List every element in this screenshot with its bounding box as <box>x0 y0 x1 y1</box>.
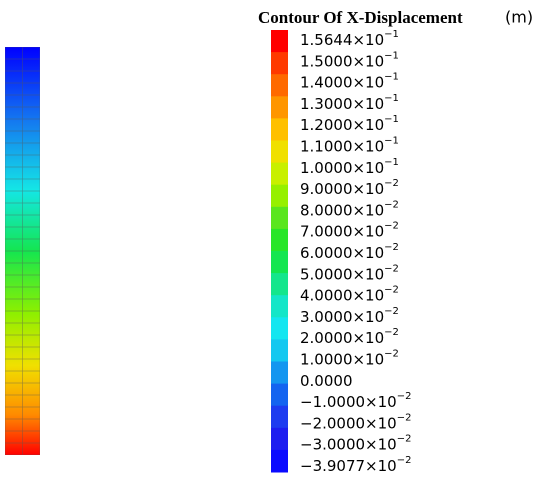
label-text: 7.0000×10 <box>300 222 384 240</box>
label-text: 5.0000×10 <box>300 265 384 283</box>
label-exponent: −1 <box>384 29 399 40</box>
label-text: −2.0000×10 <box>300 414 397 432</box>
label-text: 2.0000×10 <box>300 329 384 347</box>
label-text: 3.0000×10 <box>300 307 384 325</box>
label-text: 1.1000×10 <box>300 137 384 155</box>
label-text: −3.0000×10 <box>300 435 397 453</box>
color-swatch <box>271 30 288 53</box>
label-exponent: −1 <box>384 72 399 83</box>
label-exponent: −2 <box>384 199 399 210</box>
label-exponent: −2 <box>384 178 399 189</box>
color-swatch <box>271 228 288 252</box>
label-text: 1.3000×10 <box>300 94 384 112</box>
color-swatch <box>271 251 288 274</box>
label-text: 9.0000×10 <box>300 180 384 198</box>
label-exponent: −2 <box>397 412 412 423</box>
color-swatch <box>271 162 288 186</box>
color-swatch <box>271 383 288 407</box>
color-swatch <box>271 273 288 296</box>
label-exponent: −2 <box>384 349 399 360</box>
label-text: 1.5644×10 <box>300 31 384 49</box>
legend-label: 1.0000×10−1 <box>300 157 399 177</box>
label-text: 6.0000×10 <box>300 244 384 262</box>
label-text: 1.0000×10 <box>300 158 384 176</box>
color-swatch <box>271 339 288 362</box>
label-text: −3.9077×10 <box>300 457 397 475</box>
legend-label: 2.0000×10−2 <box>300 327 399 347</box>
legend-label: 0.0000 <box>300 371 353 389</box>
mesh-column <box>5 47 40 455</box>
color-swatch <box>271 427 288 451</box>
legend-unit: (m) <box>505 8 533 27</box>
label-exponent: −1 <box>384 93 399 104</box>
label-exponent: −1 <box>384 136 399 147</box>
label-exponent: −1 <box>384 157 399 168</box>
color-swatch <box>271 317 288 340</box>
legend-label: 1.2000×10−1 <box>300 114 399 134</box>
label-text: 4.0000×10 <box>300 286 384 304</box>
label-exponent: −2 <box>397 434 412 445</box>
legend-label: 1.0000×10−2 <box>300 349 399 369</box>
legend: 1.5644×10−11.5000×10−11.4000×10−11.3000×… <box>271 29 411 475</box>
legend-label: 1.3000×10−1 <box>300 93 399 113</box>
color-swatch <box>271 206 288 230</box>
legend-label: 8.0000×10−2 <box>300 199 399 219</box>
label-exponent: −2 <box>397 391 412 402</box>
legend-label: 6.0000×10−2 <box>300 242 399 262</box>
color-swatch <box>271 74 288 97</box>
label-exponent: −1 <box>384 50 399 61</box>
label-exponent: −2 <box>384 242 399 253</box>
legend-label: −1.0000×10−2 <box>300 391 411 411</box>
label-text: −1.0000×10 <box>300 393 397 411</box>
legend-label: 5.0000×10−2 <box>300 263 399 283</box>
color-swatch <box>271 52 288 75</box>
legend-label: −3.0000×10−2 <box>300 434 411 454</box>
label-exponent: −2 <box>384 221 399 232</box>
label-text: 1.0000×10 <box>300 350 384 368</box>
column-mesh <box>5 47 40 455</box>
label-text: 1.2000×10 <box>300 116 384 134</box>
legend-label: 7.0000×10−2 <box>300 221 399 241</box>
legend-label: 1.5000×10−1 <box>300 50 399 70</box>
legend-label: 1.4000×10−1 <box>300 72 399 92</box>
legend-label: 3.0000×10−2 <box>300 306 399 326</box>
color-swatch <box>271 96 288 119</box>
label-text: 1.5000×10 <box>300 52 384 70</box>
color-swatch <box>271 140 288 164</box>
label-text: 8.0000×10 <box>300 201 384 219</box>
label-text: 1.4000×10 <box>300 73 384 91</box>
label-text: 0.0000 <box>300 371 353 389</box>
color-swatch <box>271 361 288 385</box>
color-swatch <box>271 184 288 208</box>
legend-label: 1.1000×10−1 <box>300 136 399 156</box>
label-exponent: −2 <box>397 455 412 466</box>
legend-label: 4.0000×10−2 <box>300 285 399 305</box>
legend-label: −2.0000×10−2 <box>300 412 411 432</box>
label-exponent: −1 <box>384 114 399 125</box>
legend-label: 9.0000×10−2 <box>300 178 399 198</box>
color-swatch <box>271 449 288 473</box>
label-exponent: −2 <box>384 327 399 338</box>
label-exponent: −2 <box>384 306 399 317</box>
label-exponent: −2 <box>384 263 399 274</box>
color-swatch <box>271 118 288 141</box>
color-swatch <box>271 405 288 429</box>
legend-label: 1.5644×10−1 <box>300 29 399 49</box>
color-swatch <box>271 295 288 318</box>
legend-title: Contour Of X-Displacement <box>258 8 463 27</box>
legend-label: −3.9077×10−2 <box>300 455 411 475</box>
label-exponent: −2 <box>384 285 399 296</box>
